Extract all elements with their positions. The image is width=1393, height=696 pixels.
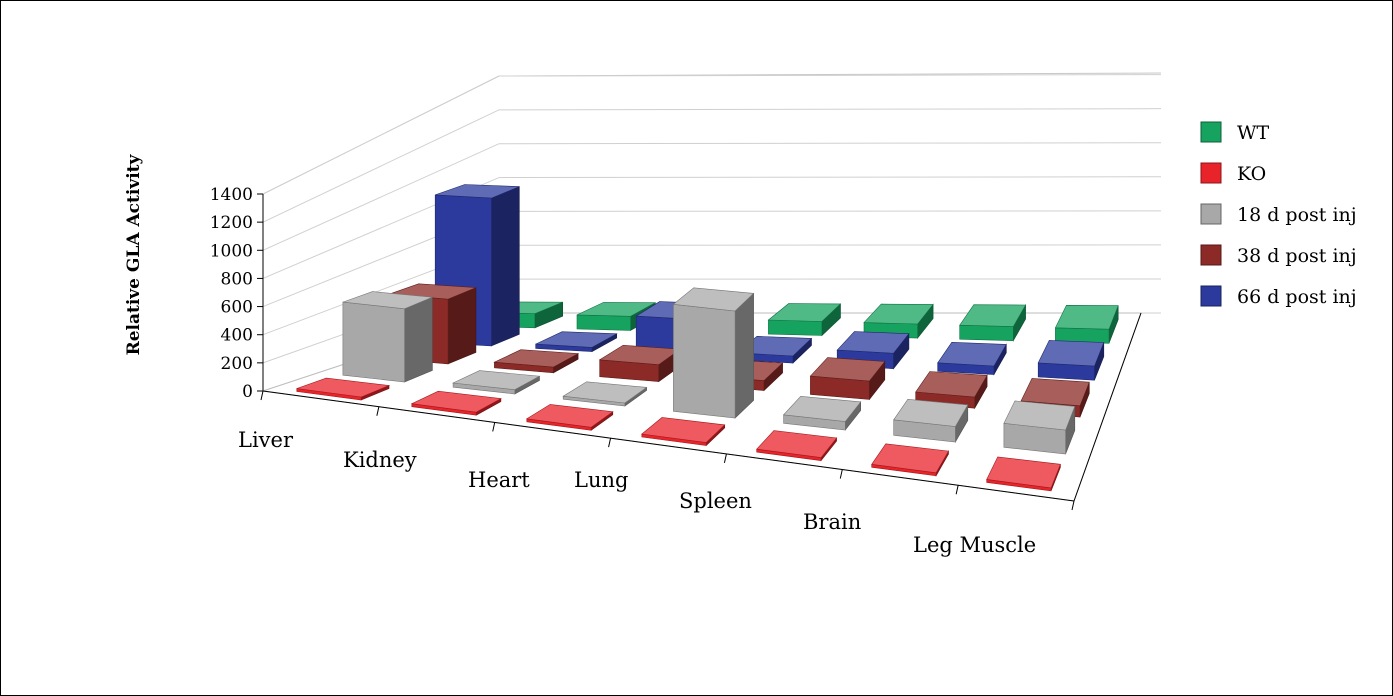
legend-swatch bbox=[1200, 244, 1222, 266]
y-tick-label: 200 bbox=[221, 354, 253, 374]
y-tick-label: 1400 bbox=[210, 185, 253, 205]
x-tick-mark bbox=[839, 469, 843, 479]
gridline bbox=[262, 74, 1162, 195]
x-tick-label: Brain bbox=[803, 510, 861, 534]
x-tick-mark bbox=[376, 406, 380, 416]
x-tick-label: Liver bbox=[238, 428, 294, 452]
legend-label: KO bbox=[1237, 163, 1266, 185]
bar bbox=[1054, 304, 1119, 344]
bar bbox=[1003, 400, 1076, 455]
x-tick-label: Heart bbox=[468, 468, 530, 492]
bar bbox=[767, 303, 842, 337]
bar bbox=[296, 377, 391, 401]
y-tick-label: 600 bbox=[221, 298, 253, 318]
x-tick-label: Leg Muscle bbox=[913, 533, 1036, 557]
y-tick-label: 400 bbox=[221, 326, 253, 346]
bar bbox=[452, 370, 541, 395]
bar bbox=[1037, 340, 1105, 381]
bar bbox=[525, 404, 614, 431]
bar bbox=[493, 349, 580, 374]
x-tick-label: Kidney bbox=[343, 448, 417, 472]
legend-label: 38 d post inj bbox=[1237, 245, 1357, 267]
x-tick-label: Spleen bbox=[679, 489, 752, 513]
y-tick-label: 1200 bbox=[210, 213, 253, 233]
legend-swatch bbox=[1200, 285, 1222, 307]
legend-label: 18 d post inj bbox=[1237, 204, 1357, 226]
legend-swatch bbox=[1200, 203, 1222, 225]
bar bbox=[342, 291, 433, 383]
y-tick-label: 0 bbox=[242, 382, 253, 402]
legend: WT KO 18 d post inj 38 d post inj 66 d post … bbox=[1200, 121, 1357, 308]
x-tick-mark bbox=[955, 485, 959, 495]
bar bbox=[893, 398, 969, 444]
bar bbox=[871, 443, 949, 477]
bar bbox=[535, 331, 618, 353]
gridline bbox=[262, 108, 1162, 223]
x-tick-label: Lung bbox=[574, 468, 628, 492]
y-axis-title: Relative GLA Activity bbox=[124, 153, 144, 355]
legend-label: WT bbox=[1237, 122, 1270, 144]
x-tick-mark bbox=[723, 453, 727, 463]
y-tick-label: 800 bbox=[221, 269, 253, 289]
bar bbox=[937, 341, 1007, 376]
bar bbox=[641, 417, 726, 447]
bar bbox=[756, 430, 838, 462]
x-tick-mark bbox=[260, 390, 264, 401]
bars bbox=[296, 184, 1119, 492]
legend-swatch bbox=[1200, 162, 1222, 184]
legend-swatch bbox=[1200, 121, 1222, 143]
bar bbox=[809, 357, 886, 401]
y-axis: 0 200 400 600 800 1000 1200 1400 bbox=[210, 185, 264, 402]
bar bbox=[782, 395, 862, 431]
x-axis: Liver Kidney Heart Lung Spleen Brain Leg Muscl… bbox=[238, 428, 1036, 557]
y-tick-label: 1000 bbox=[210, 241, 253, 261]
bar bbox=[410, 390, 502, 416]
bar bbox=[959, 303, 1027, 342]
x-tick-mark bbox=[1071, 500, 1075, 511]
bar bbox=[672, 287, 755, 419]
gridline bbox=[262, 176, 1162, 279]
legend-label: 66 d post inj bbox=[1237, 286, 1357, 308]
gridline bbox=[262, 142, 1162, 251]
x-tick-mark bbox=[608, 438, 612, 448]
bar bbox=[562, 381, 648, 407]
bar bbox=[986, 456, 1061, 492]
x-tick-mark bbox=[492, 422, 496, 432]
